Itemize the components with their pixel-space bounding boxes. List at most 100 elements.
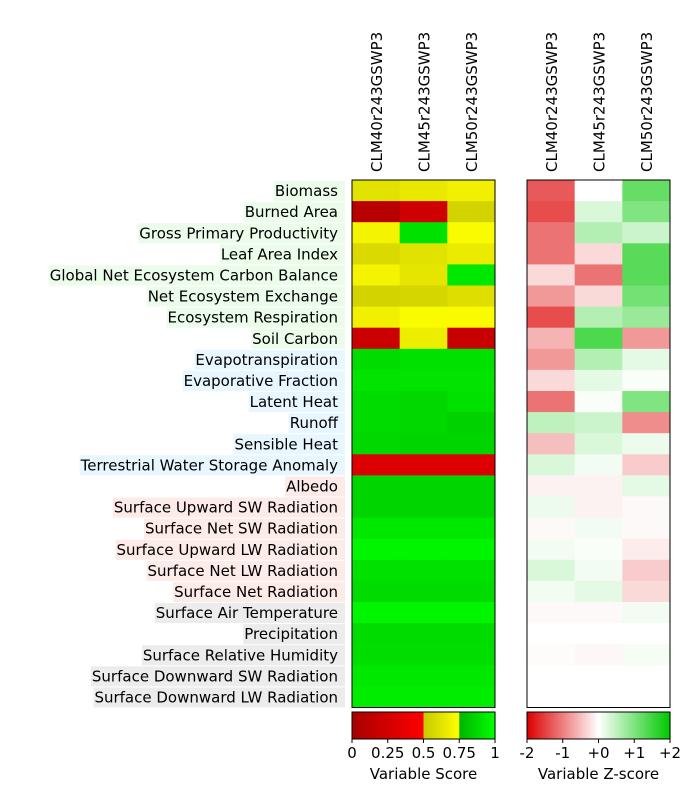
colorbar-segment [478, 712, 481, 739]
colorbar-segment [356, 712, 359, 739]
score-cell [399, 623, 448, 645]
row-label-bg [166, 307, 345, 328]
colorbar-segment [535, 712, 538, 739]
zscore-cell [574, 623, 623, 645]
row-label-bg [173, 581, 345, 602]
colorbar-segment [474, 712, 477, 739]
colorbar-segment [662, 712, 665, 739]
row-label: Evapotranspiration [195, 351, 338, 369]
colorbar-segment [591, 712, 594, 739]
colorbar-segment [434, 712, 437, 739]
colorbar-segment [467, 712, 470, 739]
score-cell [399, 391, 448, 413]
colorbar-segment [399, 712, 402, 739]
colorbar-segment [609, 712, 612, 739]
colorbar-segment [406, 712, 409, 739]
colorbar-segment [554, 712, 557, 739]
colorbar-segment [664, 712, 666, 739]
row-label-bg [194, 349, 345, 370]
model-label: CLM50r243GSWP3 [638, 32, 656, 172]
colorbar-segment [468, 712, 471, 739]
score-cell [399, 496, 448, 519]
score-cell [352, 475, 401, 497]
row-label: Global Net Ecosystem Carbon Balance [50, 266, 338, 284]
colorbar-segment [597, 712, 600, 739]
row-label-bg [285, 476, 345, 497]
score-cell [352, 580, 401, 603]
colorbar-segment [608, 712, 610, 739]
zscore-cell [622, 686, 671, 708]
colorbar-segment [540, 712, 542, 739]
colorbar-segment [448, 712, 451, 739]
colorbar-segment [543, 712, 546, 739]
colorbar-segment [357, 712, 360, 739]
colorbar-tick-label: 0.75 [443, 744, 476, 762]
colorbar-segment [362, 712, 365, 739]
colorbar-segment [424, 712, 427, 739]
colorbar-segment [583, 712, 585, 739]
colorbar-segment [587, 712, 590, 739]
colorbar-segment [573, 712, 576, 739]
score-cell [352, 496, 401, 519]
colorbar-segment [629, 712, 632, 739]
colorbar-segment [641, 712, 644, 739]
row-label: Surface Downward SW Radiation [92, 667, 338, 685]
score-cell [447, 391, 496, 413]
colorbar-segment [598, 712, 601, 739]
score-cell [447, 686, 496, 708]
zscore-cell [527, 686, 576, 708]
colorbar-segment [654, 712, 657, 739]
score-cell [352, 369, 401, 392]
colorbar-tick-label: +2 [659, 744, 681, 762]
colorbar-segment [615, 712, 617, 739]
colorbar-segment [369, 712, 372, 739]
colorbar-segment [532, 712, 535, 739]
colorbar-segment [378, 712, 381, 739]
colorbar-segment [440, 712, 442, 739]
row-label: Surface Net LW Radiation [148, 562, 339, 580]
score-cell [399, 369, 448, 392]
zscore-cell [622, 412, 671, 434]
colorbar-segment [475, 712, 478, 739]
row-label: Surface Upward LW Radiation [116, 541, 338, 559]
colorbar-segment [640, 712, 642, 739]
score-cell [352, 264, 401, 286]
score-cell [447, 348, 496, 371]
colorbar-segment [477, 712, 479, 739]
zscore-cell [574, 264, 623, 286]
row-label: Surface Relative Humidity [143, 646, 338, 664]
colorbar-segment [368, 712, 371, 739]
colorbar-segment [619, 712, 622, 739]
zscore-cell [574, 686, 623, 708]
colorbar-segment [366, 712, 369, 739]
score-cell [399, 580, 448, 603]
colorbar-segment [490, 712, 493, 739]
colorbar-segment [396, 712, 398, 739]
colorbar-segment [625, 712, 628, 739]
score-cell [399, 559, 448, 582]
colorbar-segment [605, 712, 608, 739]
colorbar-segment [377, 712, 379, 739]
colorbar-segment [464, 712, 466, 739]
row-label-bg [90, 666, 345, 687]
colorbar-segment [612, 712, 615, 739]
colorbar-segment [666, 712, 669, 739]
colorbar-segment [604, 712, 607, 739]
colorbar-segment [431, 712, 434, 739]
zscore-cell [622, 285, 671, 308]
colorbar-segment [484, 712, 487, 739]
colorbar-segment [456, 712, 459, 739]
colorbar-segment [559, 712, 561, 739]
colorbar-segment [592, 712, 595, 739]
zscore-cell [574, 391, 623, 413]
score-cell [399, 602, 448, 624]
score-cell [399, 433, 448, 455]
colorbar-segment [492, 712, 495, 739]
zscore-cell [527, 391, 576, 413]
score-cell [399, 454, 448, 476]
colorbar-segment [438, 712, 441, 739]
colorbar-segment [659, 712, 662, 739]
colorbar-segment [455, 712, 458, 739]
colorbar-segment [552, 712, 554, 739]
colorbar-segment [446, 712, 448, 739]
